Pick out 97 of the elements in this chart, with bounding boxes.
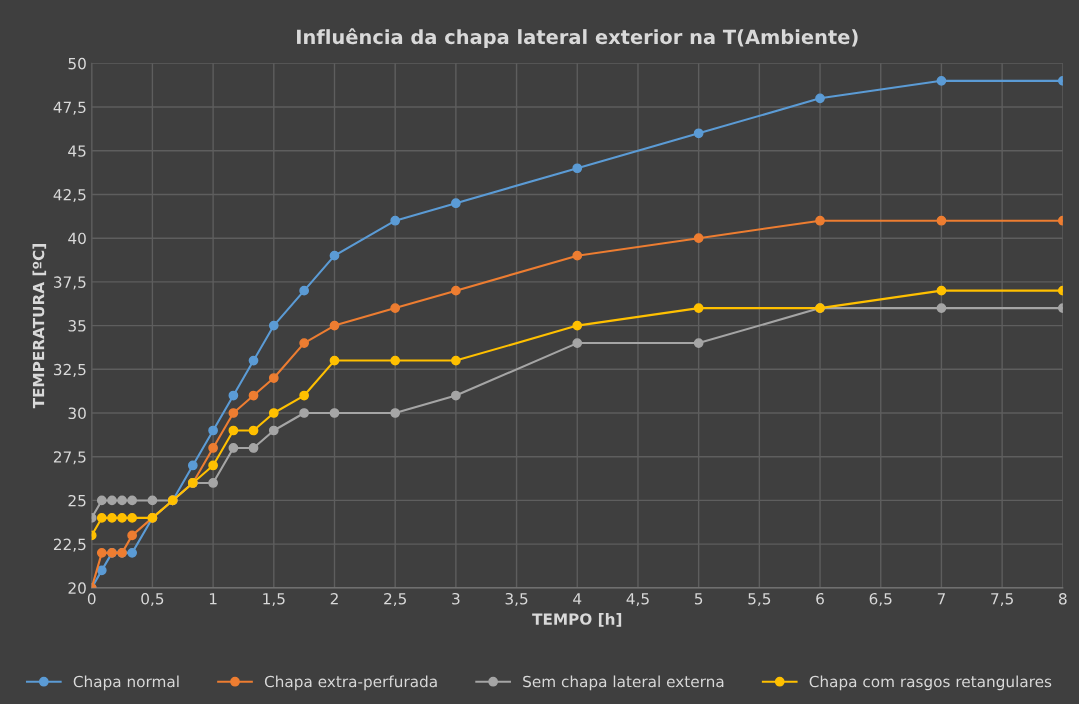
point	[117, 513, 127, 523]
point	[248, 443, 259, 453]
x-tick-label: 8	[1058, 592, 1067, 605]
point	[147, 495, 158, 506]
x-tick-label: 0,5	[141, 592, 164, 607]
y-tick-label: 25	[68, 494, 86, 507]
point	[390, 355, 401, 366]
point	[451, 355, 461, 366]
point	[572, 320, 583, 331]
point	[107, 513, 117, 523]
point	[268, 320, 279, 331]
x-tick-label: 7	[937, 593, 945, 605]
x-tick-label: 5,5	[748, 593, 771, 607]
point	[228, 408, 239, 418]
x-tick-label: 7,5	[991, 593, 1013, 607]
point	[299, 338, 310, 348]
point	[127, 530, 137, 541]
point	[572, 250, 583, 261]
y-tick-label: 50	[68, 57, 86, 70]
x-tick-label: 5	[694, 593, 703, 605]
x-axis-title: TEMPO [h]	[532, 613, 622, 627]
point	[390, 303, 401, 313]
point	[693, 128, 704, 139]
point	[451, 198, 461, 209]
point	[268, 373, 279, 383]
x-tick-label: 3	[452, 592, 460, 605]
legend-label: Chapa com rasgos retangulares	[809, 675, 1052, 691]
point	[390, 408, 401, 418]
y-tick-label: 42,5	[53, 188, 86, 203]
point	[329, 355, 340, 366]
point	[936, 75, 947, 86]
point	[127, 513, 137, 523]
point	[390, 215, 401, 226]
point	[693, 303, 704, 313]
point	[299, 390, 310, 401]
point	[208, 460, 218, 471]
point	[299, 285, 310, 296]
x-tick-label: 2	[330, 592, 338, 605]
x-tick-label: 1,5	[263, 593, 285, 607]
x-tick-label: 6,5	[869, 592, 892, 607]
x-tick-label: 4	[573, 593, 582, 605]
point	[208, 425, 218, 436]
point	[127, 495, 137, 506]
point	[693, 338, 704, 348]
point	[248, 425, 259, 436]
x-tick-label: 6	[816, 592, 824, 605]
point	[268, 425, 279, 436]
legend-label: Chapa extra-perfurada	[264, 675, 437, 691]
point	[228, 443, 239, 453]
point	[107, 495, 117, 506]
x-tick-label: 1	[209, 593, 217, 605]
point	[329, 320, 340, 331]
y-tick-label: 27,5	[53, 451, 86, 465]
y-tick-label: 47,5	[53, 101, 86, 115]
point	[299, 408, 310, 418]
point	[329, 408, 340, 418]
point	[936, 215, 947, 226]
y-tick-label: 45	[68, 145, 86, 157]
point	[572, 163, 583, 174]
point	[936, 285, 947, 296]
legend-label: Sem chapa lateral externa	[523, 675, 724, 691]
point	[248, 390, 259, 401]
point	[187, 460, 198, 471]
legend-label: Chapa normal	[73, 675, 179, 691]
point	[268, 408, 279, 418]
y-tick-label: 22,5	[53, 538, 86, 552]
x-tick-label: 4,5	[626, 593, 649, 607]
point	[96, 548, 107, 558]
point	[96, 565, 107, 576]
point	[329, 250, 340, 261]
point	[572, 338, 583, 348]
x-tick-label: 0	[87, 592, 96, 605]
x-tick-label: 3,5	[505, 592, 528, 607]
point	[815, 215, 825, 226]
point	[208, 478, 218, 488]
point	[228, 390, 239, 401]
x-tick-label: 2,5	[384, 592, 406, 607]
y-tick-label: 37,5	[54, 276, 86, 290]
point	[96, 495, 107, 506]
point	[228, 425, 239, 436]
y-tick-label: 40	[68, 232, 86, 245]
point	[127, 548, 137, 558]
point	[117, 495, 127, 506]
y-tick-label: 32,5	[54, 363, 86, 377]
point	[936, 303, 947, 313]
point	[693, 233, 704, 244]
point	[208, 443, 218, 453]
point	[815, 93, 825, 104]
point	[451, 285, 461, 296]
chart-title: Influência da chapa lateral exterior na T(Ambiente)	[297, 28, 858, 48]
y-tick-label: 20	[68, 582, 86, 594]
y-tick-label: 30	[68, 407, 86, 420]
point	[451, 390, 461, 401]
point	[248, 355, 259, 366]
y-axis-title: TEMPERATURA [ºC]	[32, 244, 47, 409]
point	[96, 513, 107, 523]
y-tick-label: 35	[68, 320, 86, 332]
